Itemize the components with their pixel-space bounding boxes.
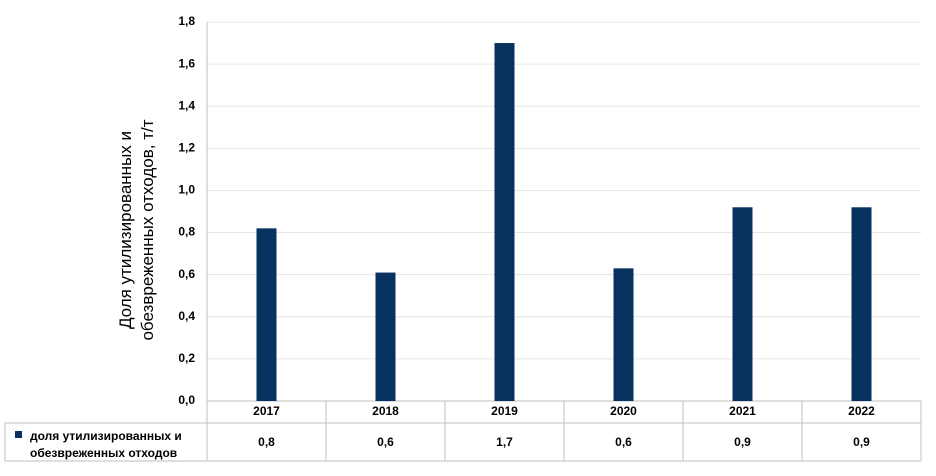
- y-tick-label: 1,8: [178, 14, 195, 28]
- bar: [375, 272, 396, 401]
- table-value: 0,9: [853, 435, 870, 449]
- y-tick-label: 1,6: [178, 56, 195, 70]
- table-value: 0,6: [615, 435, 632, 449]
- table-value: 0,8: [258, 435, 275, 449]
- legend-marker: [15, 431, 22, 438]
- table-value: 0,6: [377, 435, 394, 449]
- y-tick-label: 0,0: [178, 393, 195, 407]
- y-tick-label: 1,4: [178, 98, 195, 112]
- x-tick-label: 2019: [491, 404, 518, 418]
- y-tick-label: 1,2: [178, 141, 195, 155]
- y-tick-label: 0,6: [178, 267, 195, 281]
- bar: [613, 268, 634, 401]
- y-tick-label: 0,2: [178, 351, 195, 365]
- table-value: 1,7: [496, 435, 513, 449]
- y-axis-label: Доля утилизированных и обезвреженных отх…: [116, 119, 157, 341]
- y-tick-label: 0,8: [178, 225, 195, 239]
- x-tick-label: 2017: [253, 404, 280, 418]
- x-tick-label: 2022: [848, 404, 875, 418]
- bar: [732, 207, 753, 401]
- bar: [494, 43, 515, 402]
- y-tick-label: 1,0: [178, 183, 195, 197]
- y-tick-label: 0,4: [178, 309, 195, 323]
- bar: [851, 207, 872, 401]
- x-tick-label: 2020: [610, 404, 637, 418]
- x-tick-label: 2021: [729, 404, 756, 418]
- table-value: 0,9: [734, 435, 751, 449]
- x-tick-label: 2018: [372, 404, 399, 418]
- bar: [256, 228, 277, 401]
- legend-label: доля утилизированных и обезвреженных отх…: [30, 429, 182, 460]
